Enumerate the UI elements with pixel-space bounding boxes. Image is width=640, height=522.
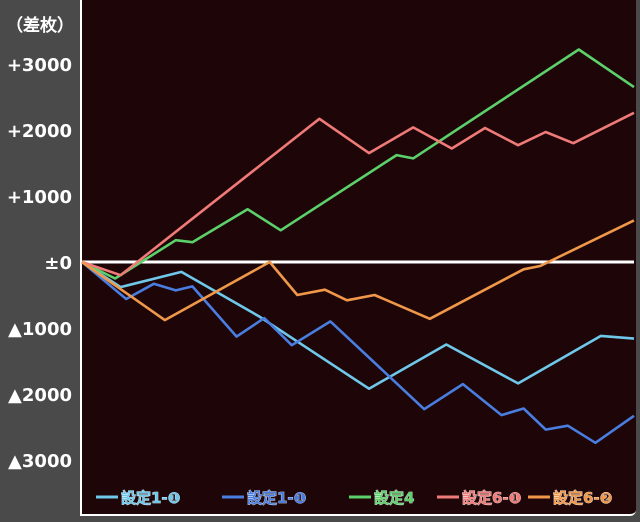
series-line [81, 111, 635, 277]
series-lines [81, 48, 635, 445]
plot-area [80, 0, 636, 516]
legend-label: 設定1-❶ [247, 489, 306, 507]
series-line [81, 48, 635, 280]
series-line [81, 261, 635, 445]
y-tick-labels: +3000 +2000 +1000 ±0 ▲1000 ▲2000 ▲3000 [7, 55, 72, 472]
y-tick-label: ▲3000 [8, 451, 72, 472]
y-axis-unit-label: （差枚） [6, 15, 74, 36]
y-tick-label: +1000 [7, 187, 72, 208]
legend-label: 設定4 [374, 489, 414, 507]
series-line [81, 219, 635, 322]
y-axis-panel [0, 0, 80, 522]
legend-label: 設定6-❶ [462, 489, 521, 507]
y-tick-label: ±0 [44, 253, 72, 274]
y-tick-label: +2000 [7, 121, 72, 142]
y-tick-label: +3000 [7, 55, 72, 76]
y-tick-label: ▲2000 [8, 385, 72, 406]
legend-label: 設定6-❷ [553, 489, 612, 507]
series-line [81, 260, 635, 391]
y-tick-label: ▲1000 [8, 319, 72, 340]
legend-label: 設定1-❶ [121, 489, 180, 507]
legend: 設定1-❶ 設定1-❶ 設定4 設定6-❶ 設定6-❷ [96, 489, 613, 507]
